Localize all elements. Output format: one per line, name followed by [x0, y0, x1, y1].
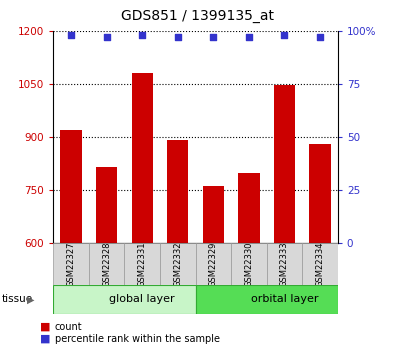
Text: ■: ■: [40, 322, 50, 332]
Bar: [203, 186, 224, 243]
Text: GSM22331: GSM22331: [138, 241, 147, 287]
Point: [210, 34, 216, 40]
Bar: [196, 285, 338, 314]
Text: GSM22328: GSM22328: [102, 241, 111, 287]
Text: GSM22333: GSM22333: [280, 241, 289, 287]
Bar: [132, 73, 153, 243]
Point: [246, 34, 252, 40]
Text: percentile rank within the sample: percentile rank within the sample: [55, 334, 220, 344]
Bar: [89, 243, 124, 285]
Bar: [309, 144, 331, 243]
Text: GSM22329: GSM22329: [209, 241, 218, 287]
Bar: [160, 243, 196, 285]
Text: ▶: ▶: [27, 295, 34, 305]
Bar: [231, 243, 267, 285]
Point: [281, 32, 288, 38]
Text: GSM22327: GSM22327: [67, 241, 75, 287]
Bar: [274, 85, 295, 243]
Bar: [267, 243, 302, 285]
Bar: [196, 243, 231, 285]
Bar: [96, 167, 117, 243]
Bar: [302, 243, 338, 285]
Point: [175, 34, 181, 40]
Text: orbital layer: orbital layer: [251, 294, 318, 304]
Text: GSM22334: GSM22334: [316, 241, 324, 287]
Text: GSM22332: GSM22332: [173, 241, 182, 287]
Text: count: count: [55, 322, 82, 332]
Point: [103, 34, 110, 40]
Text: GDS851 / 1399135_at: GDS851 / 1399135_at: [121, 9, 274, 23]
Bar: [167, 140, 188, 243]
Text: GSM22330: GSM22330: [245, 241, 253, 287]
Bar: [53, 285, 196, 314]
Text: ■: ■: [40, 334, 50, 344]
Bar: [124, 243, 160, 285]
Text: tissue: tissue: [2, 295, 33, 304]
Text: global layer: global layer: [109, 294, 175, 304]
Point: [139, 32, 145, 38]
Bar: [53, 243, 89, 285]
Bar: [238, 172, 260, 243]
Bar: [60, 130, 82, 243]
Point: [317, 34, 323, 40]
Point: [68, 32, 74, 38]
